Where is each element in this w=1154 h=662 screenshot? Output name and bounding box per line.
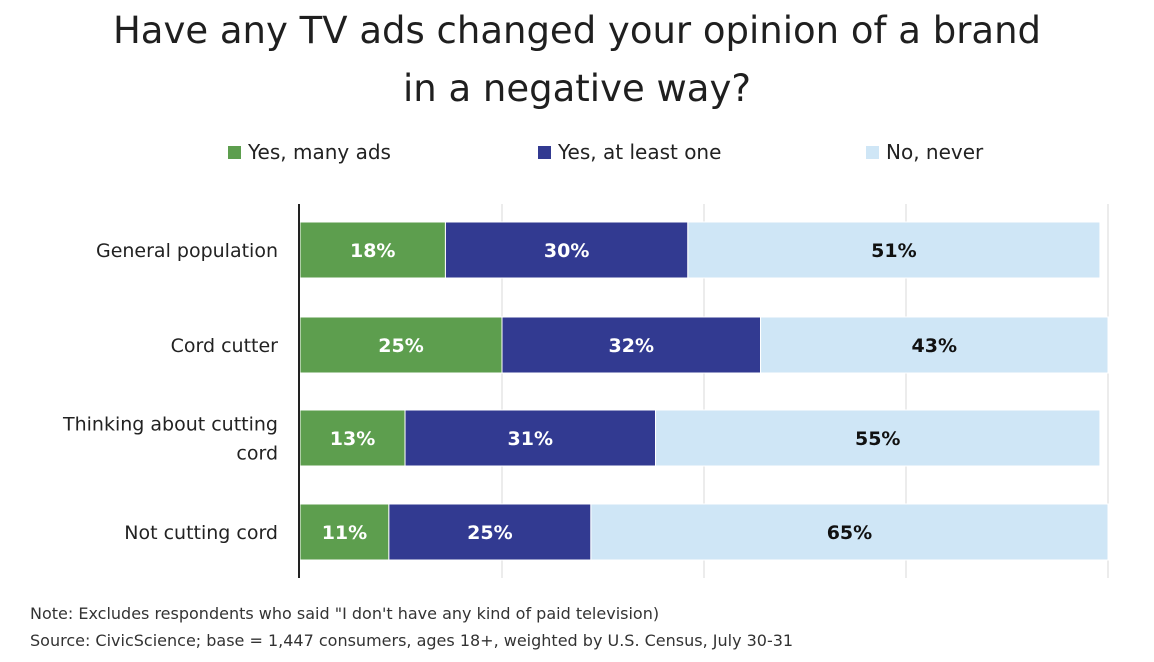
- data-label-1-2: 31%: [508, 428, 553, 450]
- bar-0-1: [299, 316, 503, 374]
- bar-0-2: [299, 409, 406, 467]
- bar-2-3: [590, 503, 1109, 561]
- chart-title-line-1: Have any TV ads changed your opinion of …: [112, 9, 1042, 52]
- category-label-3-0: Not cutting cord: [124, 522, 278, 544]
- data-label-0-1: 25%: [378, 335, 423, 357]
- data-label-2-2: 55%: [855, 428, 900, 450]
- legend-label-yes-at-least-one: Yes, at least one: [558, 140, 722, 164]
- chart-title-line-2: in a negative way?: [403, 67, 751, 110]
- bar-2-0: [687, 221, 1101, 279]
- category-label-2-1: cord: [236, 443, 278, 465]
- chart-notes: Note: Excludes respondents who said "I d…: [30, 600, 793, 654]
- legend-label-yes-many-ads: Yes, many ads: [248, 140, 391, 164]
- category-label-2-0: Thinking about cutting: [62, 414, 278, 436]
- note-text: Note: Excludes respondents who said "I d…: [30, 604, 660, 623]
- bar-2-2: [655, 409, 1101, 467]
- data-label-2-3: 65%: [827, 522, 872, 544]
- bar-1-3: [388, 503, 592, 561]
- data-label-1-3: 25%: [467, 522, 512, 544]
- legend-label-no-never: No, never: [886, 140, 984, 164]
- chart-title: Have any TV ads changed your opinion of …: [0, 2, 1154, 118]
- legend-item-yes-at-least-one: Yes, at least one: [538, 140, 721, 164]
- data-label-2-0: 51%: [871, 240, 916, 262]
- bar-1-0: [444, 221, 689, 279]
- legend-swatch-no-never: [866, 145, 879, 159]
- bar-0-0: [299, 221, 446, 279]
- data-label-0-3: 11%: [322, 522, 367, 544]
- category-label-0-0: General population: [96, 240, 278, 262]
- data-label-0-0: 18%: [350, 240, 395, 262]
- legend-item-no-never: No, never: [866, 140, 983, 164]
- category-label-1-0: Cord cutter: [171, 335, 279, 357]
- legend-swatch-yes-at-least-one: [538, 145, 551, 159]
- bar-1-2: [404, 409, 657, 467]
- bar-0-3: [299, 503, 390, 561]
- legend-item-yes-many-ads: Yes, many ads: [228, 140, 391, 164]
- chart-legend: Yes, many ads Yes, at least one No, neve…: [0, 140, 1154, 170]
- bar-2-1: [760, 316, 1109, 374]
- source-text: Source: CivicScience; base = 1,447 consu…: [30, 631, 794, 650]
- legend-swatch-yes-many-ads: [228, 145, 241, 159]
- data-label-1-0: 30%: [544, 240, 589, 262]
- data-label-1-1: 32%: [609, 335, 654, 357]
- data-label-0-2: 13%: [330, 428, 375, 450]
- data-label-2-1: 43%: [912, 335, 957, 357]
